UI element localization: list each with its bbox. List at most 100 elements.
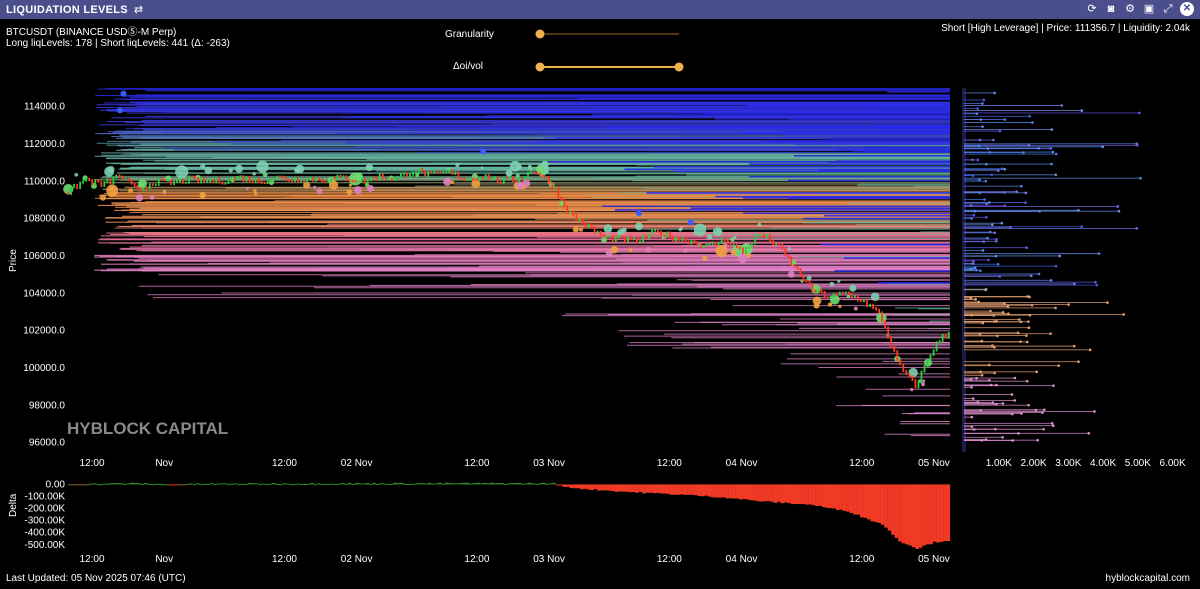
delta-bar [694,484,698,496]
gear-icon[interactable]: ⚙ [1125,3,1135,15]
delta-bar [932,484,937,542]
delta-bar [403,483,408,485]
price-candle [188,175,190,184]
delta-bar [71,484,76,486]
histogram-bar-end [1049,146,1052,150]
histogram-bar-end [1135,227,1139,230]
price-candle [636,236,638,244]
delta-bar [344,483,349,485]
liquidation-dot [693,231,697,235]
histogram-bar-end [998,129,1002,133]
delta-bar [742,484,747,500]
price-candle [173,180,175,186]
delta-bar [569,484,574,489]
close-icon[interactable]: ✕ [1180,2,1194,16]
price-candle [869,303,871,308]
save-icon[interactable]: ▣ [1143,3,1155,15]
delta-bar [822,484,826,508]
histogram-bar-end [1095,283,1099,287]
price-candle [499,181,502,185]
delta-bar [393,482,397,485]
delta-bar [783,484,788,503]
price-candle [726,239,729,245]
price-candle [690,240,693,245]
granularity-handle[interactable] [535,29,545,39]
delta-bar [676,484,681,495]
histogram-bar-end [1013,376,1017,380]
price-candle [91,179,94,186]
liquidation-dot [829,281,835,287]
camera-icon[interactable]: ◙ [1107,3,1115,15]
liquidation-dot [117,107,123,114]
delta-bar [635,484,639,493]
delta-bar [590,484,594,491]
liquidity-tick-label: 6.00K [1160,458,1186,469]
refresh-icon[interactable]: ⟳ [1087,3,1097,15]
delta-bar [825,484,830,508]
delta-bar [458,483,463,485]
histogram-bar-end [970,217,973,220]
histogram-bar-end [975,112,979,116]
histogram-bar-end [1027,143,1031,147]
price-candle [484,174,487,179]
liquidation-dot [348,183,352,187]
liquidation-dot [252,171,256,176]
price-axis: 114000.0 112000.0 110000.0 108000.0 106000.0… [23,102,65,449]
liquidation-dot [162,189,167,194]
liquidation-dot [480,166,484,170]
delta-bar [666,484,670,494]
price-candle [363,178,366,184]
liquidation-dot [849,284,857,292]
delta-bar [801,484,805,505]
delta-bar [486,483,491,485]
delta-bar [192,484,197,486]
liquidation-dot [578,227,584,232]
price-candle [608,235,611,238]
histogram-bar-end [1052,424,1055,428]
price-candle [160,177,163,181]
sliders-icon[interactable]: ⇄ [133,4,144,16]
delta-bar [718,484,722,498]
site-link[interactable]: hyblockcapital.com [1105,573,1190,584]
delta-bar [164,484,169,486]
liquidation-dot [853,306,858,311]
price-candle [754,235,756,245]
price-tick-label: 102000.0 [23,326,65,337]
delta-bar [704,484,709,496]
price-candle [109,178,112,185]
price-candle [850,292,853,298]
delta-bar [292,484,297,486]
liquidation-dot [559,200,565,206]
liquidation-dot [610,246,619,254]
price-candle [515,180,517,183]
histogram-bar-end [1087,432,1091,435]
price-candle [672,236,675,242]
oi-vol-handle-min[interactable] [535,62,545,72]
price-candle [384,177,387,180]
delta-bar [528,482,532,485]
histogram-bar-end [993,371,996,375]
price-candle [197,177,200,184]
delta-bar [451,483,456,485]
expand-icon[interactable]: ⤢ [1163,3,1173,15]
price-candle [475,178,478,181]
delta-bar [227,484,231,486]
delta-bar [576,484,581,489]
histogram-bar-end [1041,411,1044,414]
price-candle [103,181,106,188]
price-candle [415,171,417,174]
price-candle [853,295,856,298]
price-candle [387,177,390,180]
delta-bar [818,484,823,506]
price-candle [947,331,950,339]
oi-vol-handle-max[interactable] [674,62,684,72]
price-candle [106,178,109,184]
liquidation-dot [910,387,914,392]
delta-bar [389,483,394,485]
price-candle [829,295,832,299]
price-candle [412,171,414,176]
price-candle [905,370,908,376]
liquidation-dot [471,179,481,189]
delta-bar [175,484,179,486]
